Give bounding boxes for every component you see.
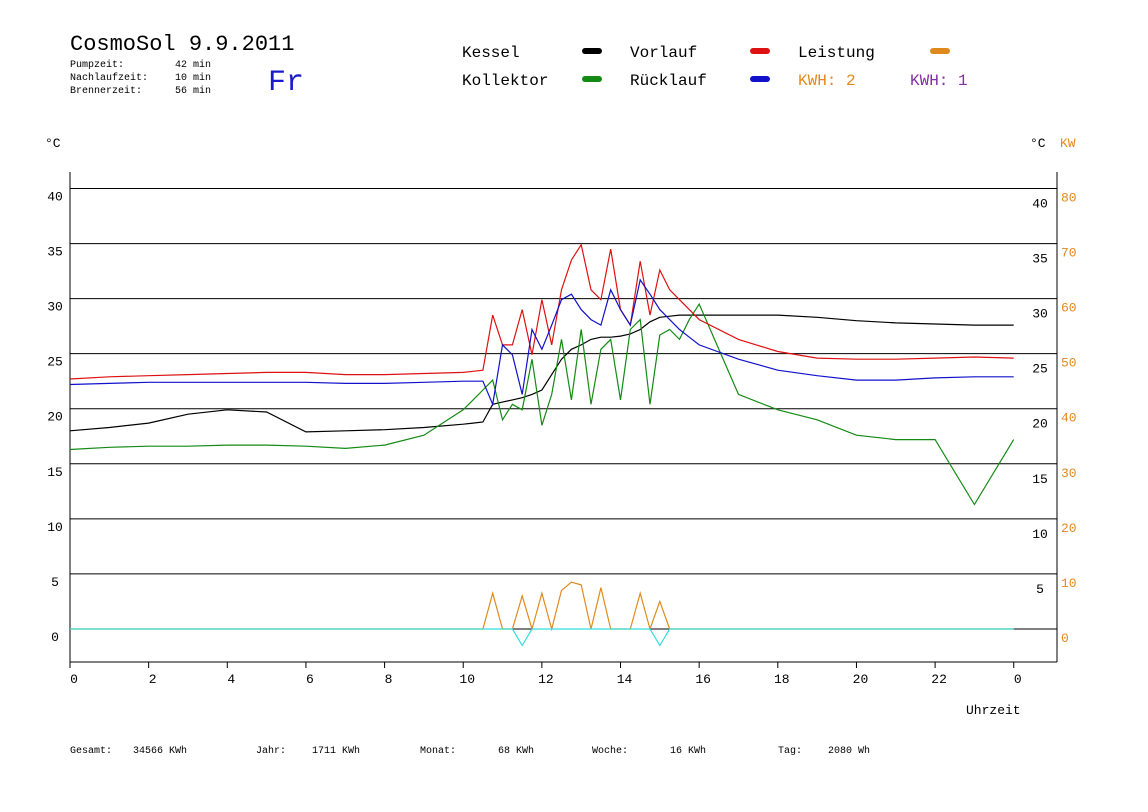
stat-label: Brennerzeit: <box>70 85 142 97</box>
x-tick-label: 20 <box>853 672 869 687</box>
legend-marker <box>930 48 950 54</box>
y2-tick-label: 70 <box>1061 246 1077 261</box>
legend-label: Vorlauf <box>630 44 697 62</box>
x-tick-label: 22 <box>931 672 947 687</box>
series-line <box>69 314 1014 433</box>
x-tick-label: 16 <box>695 672 711 687</box>
legend-label: Kollektor <box>462 72 548 90</box>
legend-label: Rücklauf <box>630 72 707 90</box>
y-tick-label: 40 <box>47 190 63 205</box>
legend-label: Leistung <box>798 44 875 62</box>
y-right-tick-label: 40 <box>1032 197 1048 212</box>
y-right-tick-label: 10 <box>1032 527 1048 542</box>
y-right-tick-label: 30 <box>1032 307 1048 322</box>
y-tick-label: 30 <box>47 300 63 315</box>
y-tick-label: 0 <box>51 630 59 645</box>
legend-marker <box>582 76 602 82</box>
x-tick-label: 0 <box>70 672 78 687</box>
y2-tick-label: 60 <box>1061 301 1077 316</box>
x-tick-label: 14 <box>617 672 633 687</box>
footer-value: 34566 KWh <box>133 745 187 757</box>
y2-axis-unit: KW <box>1060 136 1076 151</box>
kwh-label: KWH: 1 <box>910 72 968 90</box>
footer-label: Tag: <box>778 746 802 757</box>
stat-label: Nachlaufzeit: <box>70 72 148 84</box>
y-right-unit: °C <box>1030 136 1046 151</box>
y-tick-label: 5 <box>51 575 59 590</box>
x-tick-label: 6 <box>306 672 314 687</box>
y-right-tick-label: 35 <box>1032 252 1048 267</box>
y2-tick-label: 40 <box>1061 411 1077 426</box>
legend-marker <box>750 48 770 54</box>
y-tick-label: 35 <box>47 245 63 260</box>
y2-tick-label: 30 <box>1061 466 1077 481</box>
y-right-tick-label: 15 <box>1032 472 1048 487</box>
y2-tick-label: 10 <box>1061 576 1077 591</box>
footer-label: Jahr: <box>256 745 286 757</box>
stat-value: 56 min <box>175 85 211 97</box>
series-line <box>69 302 1015 506</box>
chart-title: CosmoSol 9.9.2011 <box>70 32 294 57</box>
y-right-tick-label: 25 <box>1032 362 1048 377</box>
y-tick-label: 20 <box>47 410 63 425</box>
stat-value: 10 min <box>175 72 211 84</box>
legend-label: Kessel <box>462 44 520 62</box>
footer-label: Gesamt: <box>70 746 112 757</box>
y-right-tick-label: 20 <box>1032 417 1048 432</box>
x-tick-label: 4 <box>227 672 235 687</box>
footer-label: Woche: <box>592 745 628 757</box>
x-tick-label: 18 <box>774 672 790 687</box>
y2-tick-label: 50 <box>1061 356 1077 371</box>
y-tick-label: 10 <box>47 520 63 535</box>
x-tick-label: 10 <box>459 672 475 687</box>
footer-value: 1711 KWh <box>312 745 360 757</box>
series-line <box>70 628 1014 647</box>
stat-value: 42 min <box>175 59 211 71</box>
legend-marker <box>582 48 602 54</box>
x-tick-label: 0 <box>1014 672 1022 687</box>
y2-tick-label: 80 <box>1061 191 1077 206</box>
y-axis-unit: °C <box>45 136 61 151</box>
legend-marker <box>750 76 770 82</box>
x-axis-label: Uhrzeit <box>966 703 1021 718</box>
x-tick-label: 2 <box>149 672 157 687</box>
series-line <box>69 278 1014 407</box>
y-right-tick-label: 5 <box>1036 582 1044 597</box>
stat-label: Pumpzeit: <box>70 59 124 71</box>
series-line <box>70 581 1014 632</box>
day: Fr <box>268 66 304 100</box>
series-line <box>69 243 1014 380</box>
footer-value: 2080 Wh <box>828 745 870 757</box>
x-tick-label: 12 <box>538 672 554 687</box>
footer-value: 16 KWh <box>670 745 706 757</box>
kwh-label: KWH: 2 <box>798 72 856 90</box>
y2-tick-label: 0 <box>1061 631 1069 646</box>
footer-value: 68 KWh <box>498 745 534 757</box>
y-tick-label: 15 <box>47 465 63 480</box>
y2-tick-label: 20 <box>1061 521 1077 536</box>
y-tick-label: 25 <box>47 355 63 370</box>
footer-label: Monat: <box>420 746 456 757</box>
x-tick-label: 8 <box>385 672 393 687</box>
